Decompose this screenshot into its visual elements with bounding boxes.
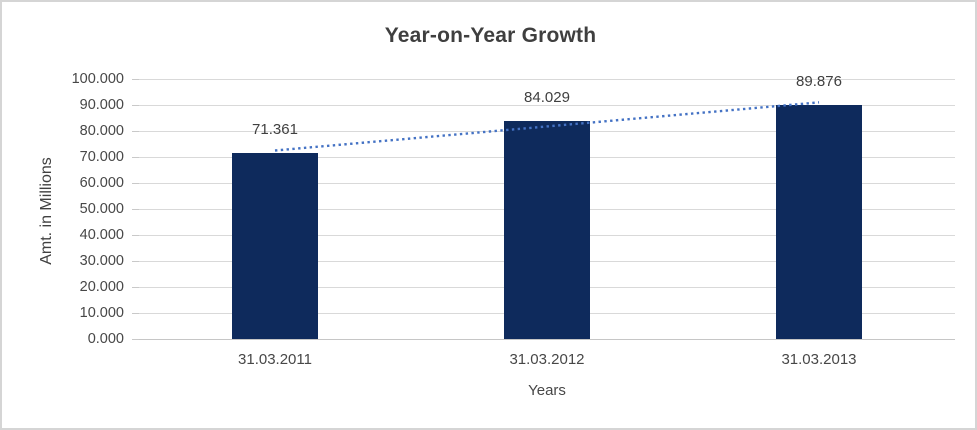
x-axis-title: Years	[528, 382, 566, 399]
y-axis-tick	[132, 261, 139, 262]
chart-title: Year-on-Year Growth	[384, 24, 597, 47]
y-tick-label: 30.000	[79, 253, 124, 269]
y-tick-label: 90.000	[79, 97, 124, 113]
bar	[776, 105, 862, 339]
y-axis-title: Amt. in Millions	[38, 157, 55, 265]
y-axis-tick	[132, 105, 139, 106]
x-axis-line	[139, 339, 955, 340]
gridline	[139, 79, 955, 80]
y-axis-tick	[132, 183, 139, 184]
x-tick-label: 31.03.2013	[781, 351, 857, 368]
y-tick-label: 40.000	[79, 227, 124, 243]
y-axis-tick	[132, 131, 139, 132]
y-axis-tick	[132, 339, 139, 340]
x-tick-label: 31.03.2012	[509, 351, 585, 368]
y-axis-tick	[132, 157, 139, 158]
y-axis-tick	[132, 235, 139, 236]
y-axis-tick	[132, 209, 139, 210]
y-tick-label: 50.000	[79, 201, 124, 217]
bar-value-label: 71.361	[252, 121, 298, 139]
y-tick-label: 20.000	[79, 279, 124, 295]
x-tick-label: 31.03.2011	[238, 351, 312, 368]
y-tick-label: 80.000	[79, 123, 124, 139]
y-axis-tick	[132, 287, 139, 288]
bar	[504, 120, 590, 339]
bar-value-label: 89.876	[796, 73, 842, 91]
y-tick-label: 60.000	[79, 175, 124, 191]
y-tick-label: 0.000	[87, 331, 124, 347]
y-tick-label: 70.000	[79, 149, 124, 165]
bar-value-label: 84.029	[524, 88, 570, 106]
bar	[232, 153, 318, 339]
y-axis-tick	[132, 313, 139, 314]
y-axis-tick	[132, 79, 139, 80]
y-tick-label: 100.000	[71, 71, 124, 87]
y-tick-label: 10.000	[79, 305, 124, 321]
